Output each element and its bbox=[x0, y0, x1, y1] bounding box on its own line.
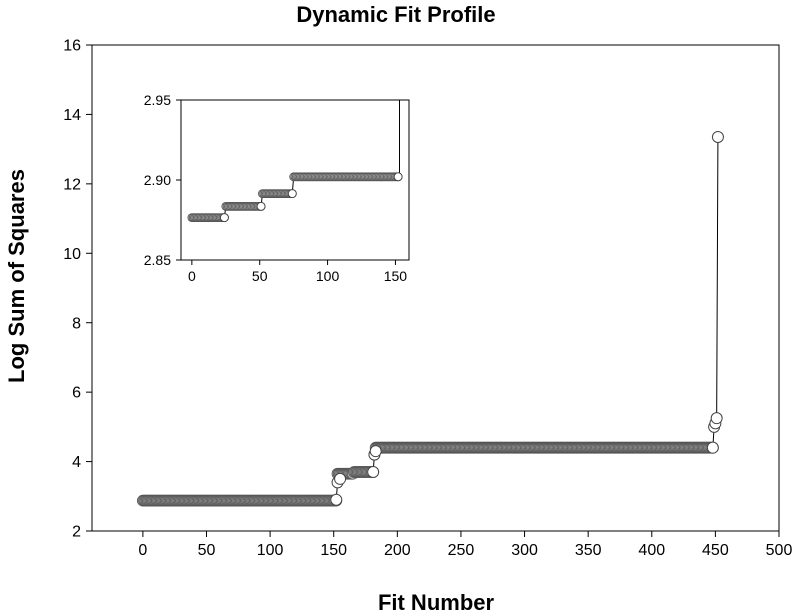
main-axis-ticks: 0 50 100 150 200 250 300 350 400 450 5002468101214… bbox=[63, 38, 792, 559]
inset-axis-ticks: 0 50 100 150 2.85 2.90 2.95 bbox=[144, 92, 408, 284]
data-point bbox=[711, 130, 724, 143]
data-point bbox=[710, 412, 723, 425]
x-tick-label: 100 bbox=[257, 542, 284, 559]
chart-title: Dynamic Fit Profile bbox=[296, 2, 495, 27]
y-tick-label: 16 bbox=[63, 38, 81, 55]
y-tick-label: 12 bbox=[63, 176, 81, 193]
x-tick-label: 250 bbox=[448, 542, 475, 559]
x-tick-label: 400 bbox=[638, 542, 665, 559]
y-tick-label: 6 bbox=[72, 385, 81, 402]
y-tick-label: 14 bbox=[63, 107, 81, 124]
inset-plot: 0 50 100 150 2.85 2.90 2.95 bbox=[144, 92, 410, 284]
data-point bbox=[393, 172, 403, 182]
y-tick-label: 10 bbox=[63, 246, 81, 263]
data-point bbox=[706, 441, 719, 454]
y-tick-label: 8 bbox=[72, 315, 81, 332]
y-tick-label: 2.85 bbox=[144, 252, 171, 268]
x-tick-label: 50 bbox=[198, 542, 216, 559]
x-tick-label: 350 bbox=[575, 542, 602, 559]
main-plot: 0 50 100 150 200 250 300 350 400 450 5002468101214… bbox=[63, 38, 792, 559]
inset-data-marks bbox=[187, 100, 403, 223]
data-point bbox=[334, 472, 347, 485]
x-axis-label: Fit Number bbox=[378, 590, 495, 615]
x-tick-label: 300 bbox=[511, 542, 538, 559]
data-point bbox=[369, 445, 382, 458]
data-point bbox=[219, 213, 229, 223]
x-tick-label: 150 bbox=[320, 542, 347, 559]
y-tick-label: 2.90 bbox=[144, 172, 171, 188]
main-data-marks bbox=[136, 130, 724, 507]
y-tick-label: 2.95 bbox=[144, 92, 171, 108]
main-plot-frame bbox=[91, 44, 780, 532]
y-tick-label: 4 bbox=[72, 454, 81, 471]
x-tick-label: 50 bbox=[252, 268, 268, 284]
x-tick-label: 200 bbox=[384, 542, 411, 559]
data-point bbox=[367, 465, 380, 478]
data-point bbox=[330, 493, 343, 506]
y-axis-label: Log Sum of Squares bbox=[4, 169, 29, 383]
x-tick-label: 500 bbox=[766, 542, 793, 559]
data-point bbox=[287, 189, 297, 199]
x-tick-label: 0 bbox=[138, 542, 147, 559]
x-tick-label: 100 bbox=[316, 268, 340, 284]
x-tick-label: 450 bbox=[702, 542, 729, 559]
y-tick-label: 2 bbox=[72, 524, 81, 541]
data-point bbox=[256, 201, 266, 211]
x-tick-label: 0 bbox=[188, 268, 196, 284]
x-tick-label: 150 bbox=[384, 268, 408, 284]
